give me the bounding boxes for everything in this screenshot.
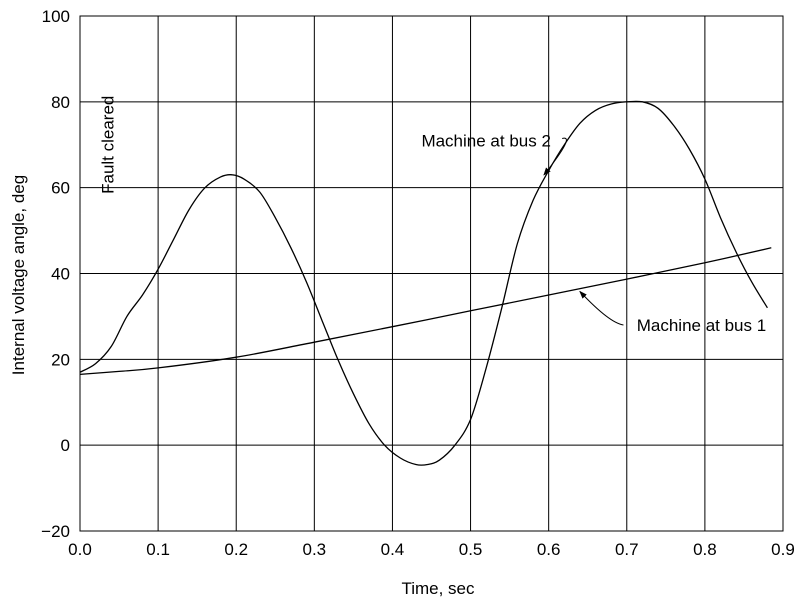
x-tick-label: 0.6 xyxy=(537,540,561,559)
bus-2-label: Machine at bus 2 xyxy=(421,131,550,150)
x-tick-label: 0.7 xyxy=(615,540,639,559)
series-layer xyxy=(79,100,772,466)
x-tick-label: 0.0 xyxy=(68,540,92,559)
bus-1-label: Machine at bus 1 xyxy=(637,316,766,335)
bus-2-leader-arrow xyxy=(543,137,567,176)
y-tick-labels: −20 0 20 40 60 80 100 xyxy=(41,7,70,541)
series-line-bus-2 xyxy=(79,100,768,466)
series-line-bus-1 xyxy=(79,247,772,376)
y-tick-label: 80 xyxy=(51,93,70,112)
x-tick-labels: 0.0 0.1 0.2 0.3 0.4 0.5 0.6 0.7 0.8 0.9 xyxy=(68,540,795,559)
x-tick-label: 0.8 xyxy=(693,540,717,559)
y-tick-label: 100 xyxy=(42,7,70,26)
fault-cleared-label: Fault cleared xyxy=(98,96,117,194)
plot-frame xyxy=(79,15,784,532)
x-axis-label: Time, sec xyxy=(401,579,475,598)
x-tick-label: 0.4 xyxy=(381,540,405,559)
y-axis-label: Internal voltage angle, deg xyxy=(9,175,28,375)
bus-1-leader-arrow xyxy=(579,290,624,326)
x-tick-label: 0.1 xyxy=(146,540,170,559)
y-tick-label: −20 xyxy=(41,522,70,541)
y-tick-label: 40 xyxy=(51,265,70,284)
y-tick-label: 20 xyxy=(51,350,70,369)
y-tick-label: 60 xyxy=(51,179,70,198)
x-tick-label: 0.3 xyxy=(303,540,327,559)
x-tick-label: 0.2 xyxy=(224,540,248,559)
y-tick-label: 0 xyxy=(61,436,70,455)
x-tick-label: 0.5 xyxy=(459,540,483,559)
annotation-layer: Fault cleared Machine at bus 2 Machine at … xyxy=(98,96,766,335)
x-tick-label: 0.9 xyxy=(771,540,795,559)
